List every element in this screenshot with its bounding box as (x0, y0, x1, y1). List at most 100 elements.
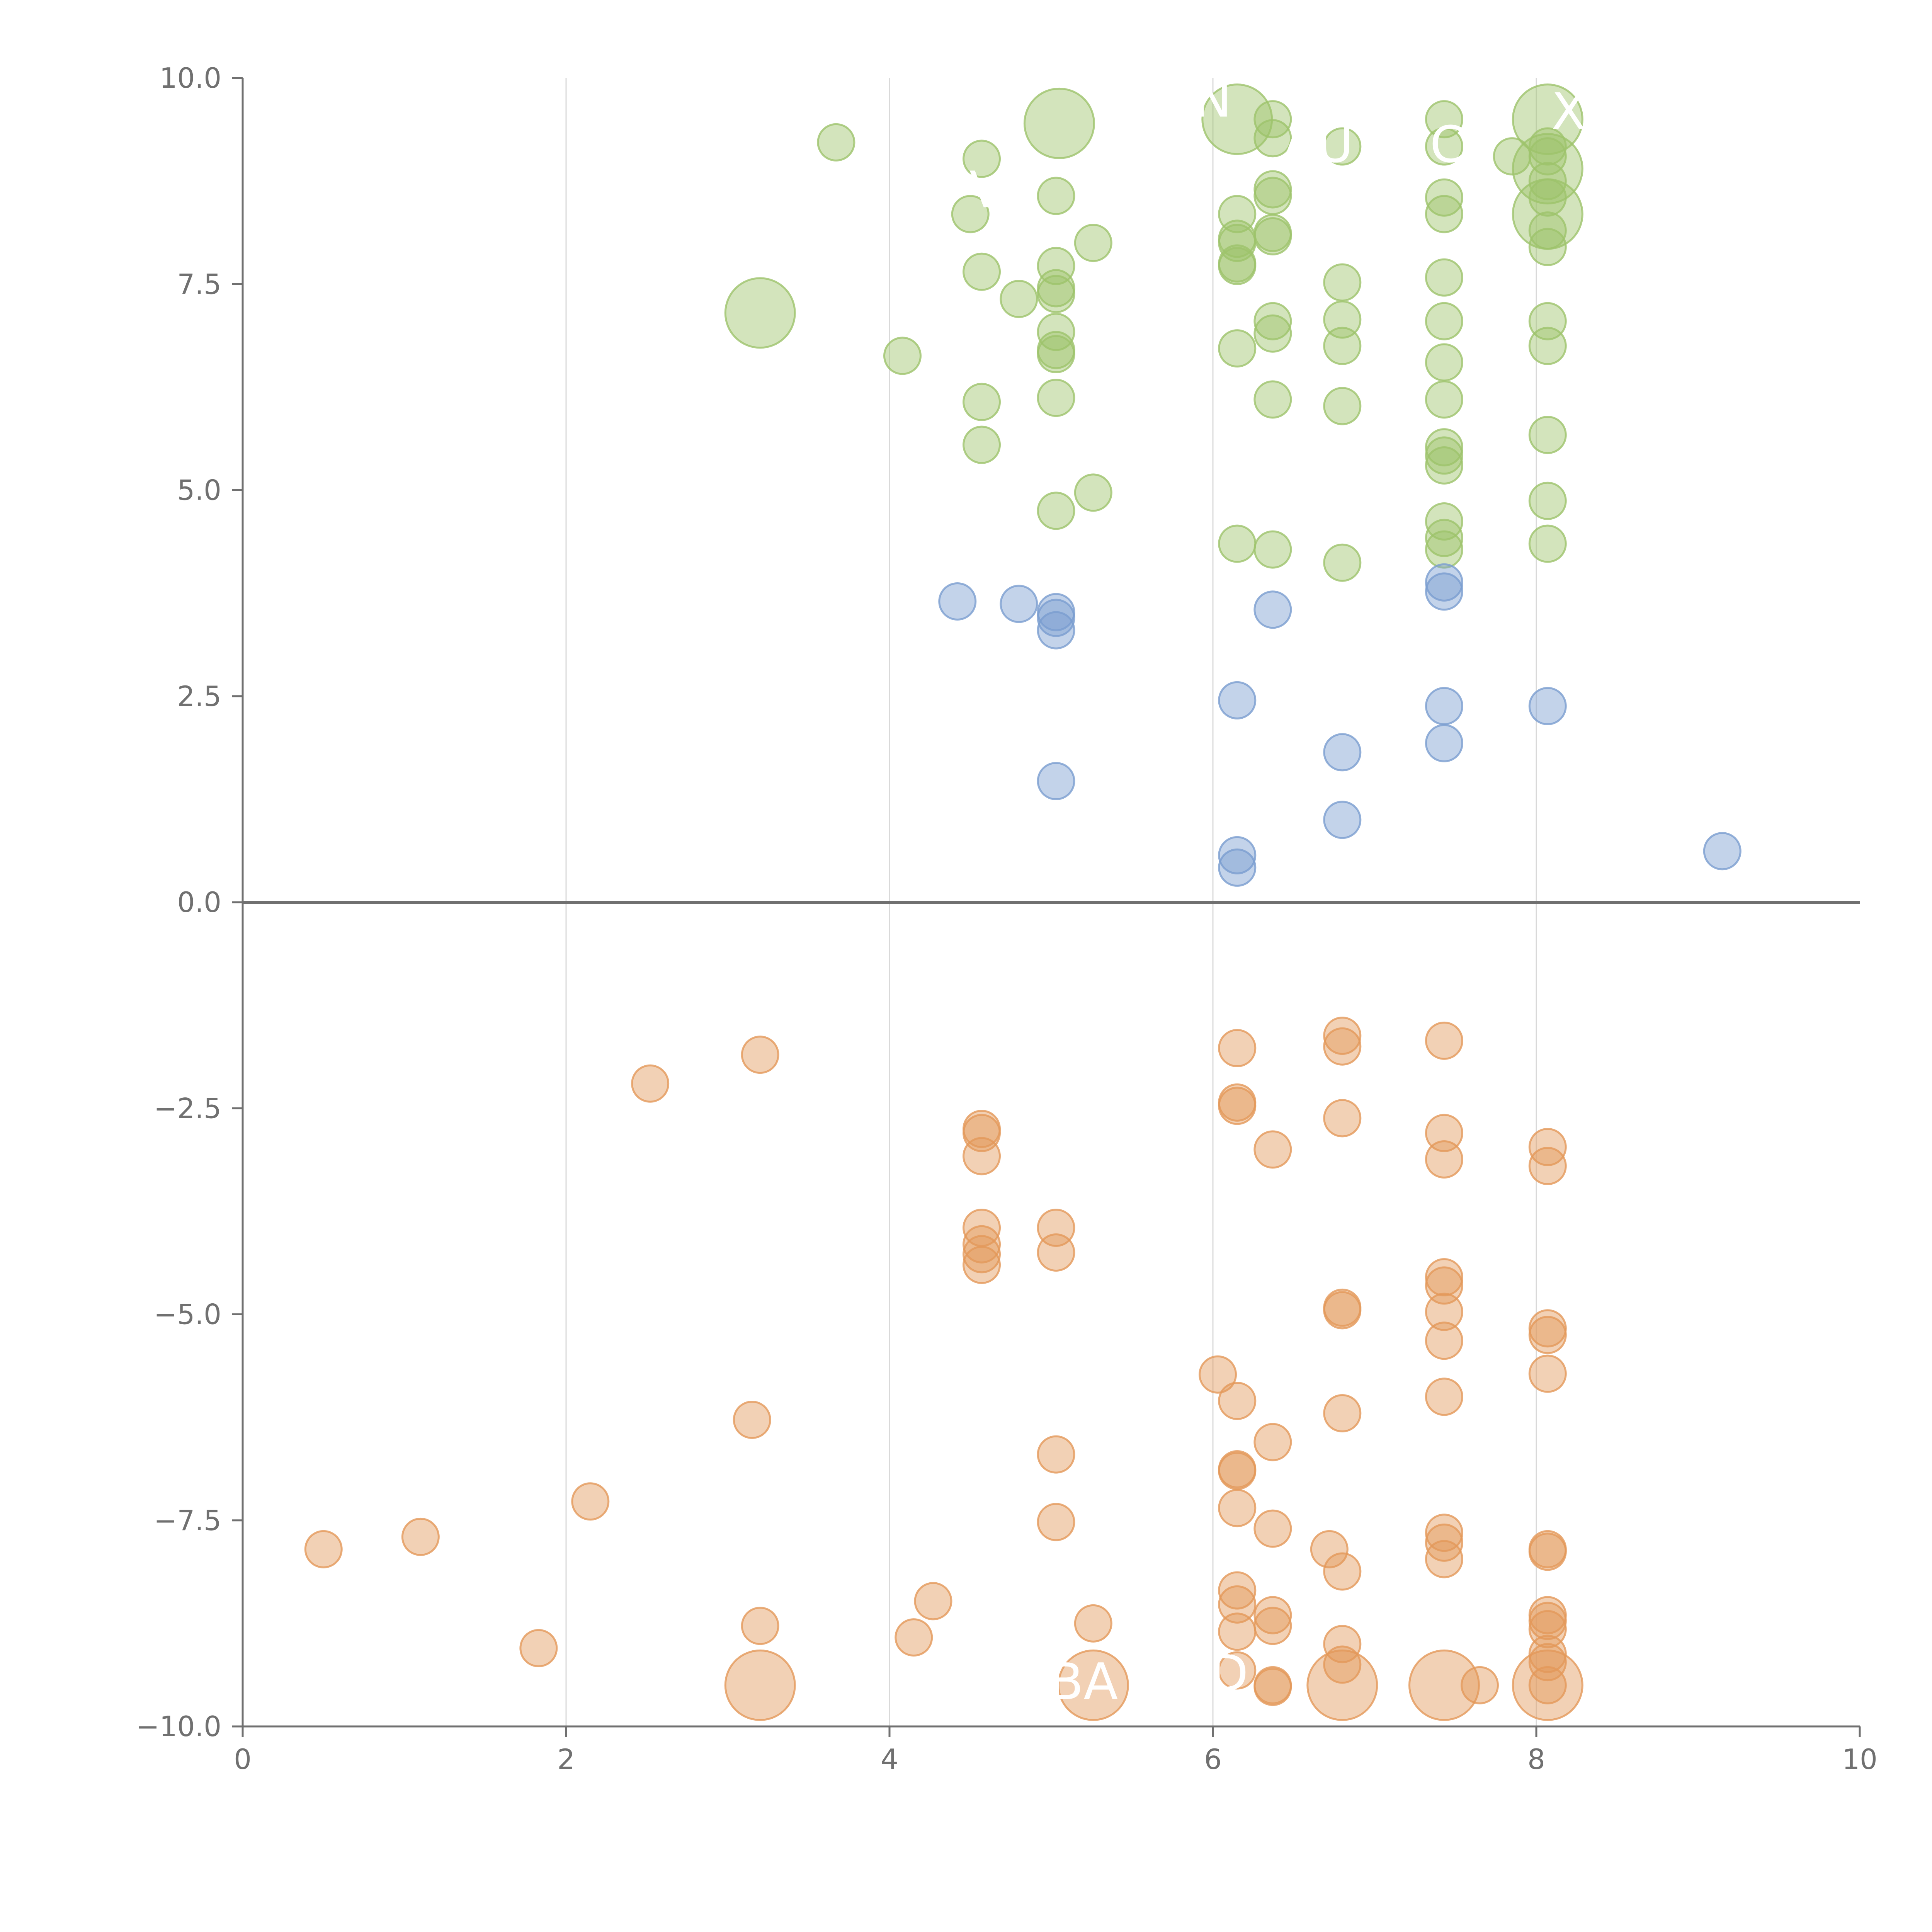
data-point-orange (1218, 1585, 1257, 1624)
data-point-blue (1000, 585, 1038, 623)
data-point-green (1425, 502, 1463, 541)
data-point-orange (571, 1482, 610, 1521)
data-point-green (1425, 436, 1463, 475)
data-point-green (1528, 127, 1567, 166)
data-point-orange (1057, 1649, 1129, 1721)
data-point-orange (304, 1530, 343, 1568)
data-point-green (1528, 211, 1567, 250)
data-point-green (1425, 343, 1463, 382)
data-point-orange (1323, 1027, 1362, 1066)
data-point-green (1425, 178, 1463, 217)
data-point-orange (963, 1137, 1001, 1175)
data-point-orange (733, 1401, 771, 1439)
data-point-orange (1425, 1021, 1463, 1060)
data-point-green (1425, 530, 1463, 569)
data-point-blue (938, 582, 977, 621)
data-point-green (1037, 492, 1075, 530)
data-point-green (1037, 275, 1075, 313)
data-point-green (1253, 177, 1292, 215)
data-point-blue (1425, 724, 1463, 762)
y-tick-label: −10.0 (136, 1710, 221, 1743)
data-point-green (1323, 263, 1362, 302)
data-point-orange (1253, 1668, 1292, 1706)
data-point-green (1528, 162, 1567, 201)
data-point-orange (1425, 1114, 1463, 1152)
data-point-orange (1253, 1130, 1292, 1169)
data-point-green (1528, 228, 1567, 266)
data-point-green (724, 277, 796, 349)
data-point-orange (1253, 1423, 1292, 1461)
data-point-green (1037, 177, 1075, 215)
data-point-green (1218, 524, 1257, 563)
data-point-orange (1528, 1532, 1567, 1571)
data-point-blue (1218, 681, 1257, 719)
y-tick-label: −2.5 (154, 1092, 221, 1124)
data-point-orange (1323, 1552, 1362, 1591)
data-point-green (1000, 280, 1038, 318)
annotation-label: C (1430, 115, 1465, 174)
data-point-orange (1425, 1514, 1463, 1552)
data-point-green (1023, 87, 1095, 159)
data-point-green (963, 139, 1001, 178)
data-point-orange (1253, 1596, 1292, 1634)
data-point-orange (963, 1246, 1001, 1284)
data-point-orange (1323, 1291, 1362, 1330)
data-point-green (1528, 178, 1567, 217)
data-points (304, 83, 1742, 1721)
data-point-green (951, 195, 990, 233)
data-point-orange (1323, 1017, 1362, 1055)
data-point-orange (1323, 1394, 1362, 1432)
data-point-green (1528, 327, 1567, 365)
data-point-orange (1425, 1266, 1463, 1305)
data-point-orange (1425, 1523, 1463, 1562)
data-point-orange (1218, 1381, 1257, 1420)
data-point-green (817, 123, 855, 162)
data-point-green (963, 383, 1001, 421)
data-point-blue (1703, 832, 1742, 871)
data-point-orange (1425, 1321, 1463, 1360)
data-point-orange (519, 1629, 558, 1667)
data-point-green (1528, 416, 1567, 454)
data-point-orange (1425, 1293, 1463, 1331)
data-point-blue (1037, 762, 1075, 800)
data-point-green (1493, 137, 1531, 176)
data-point-orange (914, 1582, 952, 1621)
data-point-green (1253, 314, 1292, 353)
data-point-green (1218, 247, 1257, 285)
data-point-orange (1323, 1625, 1362, 1663)
data-point-orange (1218, 1489, 1257, 1527)
data-point-green (1253, 530, 1292, 569)
annotation-label: AU (1282, 115, 1354, 174)
x-tick-label: 0 (234, 1743, 252, 1776)
y-tick-label: 0.0 (177, 886, 221, 918)
x-tick-label: 10 (1842, 1743, 1878, 1776)
data-point-orange (1528, 1147, 1567, 1185)
data-point-blue (1323, 733, 1362, 772)
data-point-orange (1323, 1645, 1362, 1684)
y-tick-label: 5.0 (177, 474, 221, 507)
data-point-blue (1528, 687, 1567, 725)
data-point-orange (401, 1517, 440, 1556)
data-point-green (1425, 100, 1463, 139)
x-tick-label: 4 (881, 1743, 898, 1776)
data-point-green (1323, 387, 1362, 425)
y-tick-label: −7.5 (154, 1504, 221, 1537)
data-point-orange (1461, 1666, 1499, 1704)
data-point-blue (1425, 572, 1463, 611)
data-point-orange (1425, 1540, 1463, 1578)
data-point-orange (741, 1036, 779, 1074)
data-point-blue (1253, 590, 1292, 629)
data-point-orange (1037, 1435, 1075, 1474)
data-point-green (1037, 379, 1075, 417)
annotation-label: V (969, 160, 1004, 219)
data-point-orange (1218, 1452, 1257, 1490)
data-point-orange (1425, 1378, 1463, 1416)
data-point-green (1425, 380, 1463, 419)
data-point-orange (1253, 1509, 1292, 1548)
data-point-green (1074, 473, 1112, 512)
data-point-green (1323, 543, 1362, 582)
annotations: N X AU C V BA D (969, 70, 1586, 1711)
data-point-orange (1218, 1571, 1257, 1610)
data-point-orange (1408, 1649, 1480, 1721)
